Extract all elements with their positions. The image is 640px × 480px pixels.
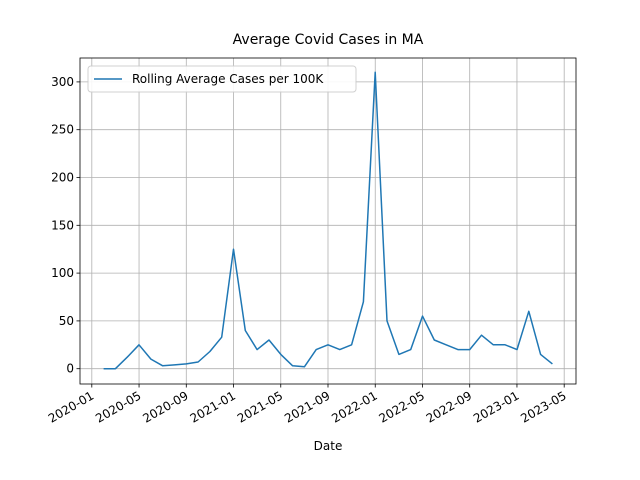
y-tick-label: 0 xyxy=(66,362,74,376)
legend-label: Rolling Average Cases per 100K xyxy=(132,72,324,86)
y-tick-label: 250 xyxy=(51,123,74,137)
chart-title: Average Covid Cases in MA xyxy=(233,32,424,48)
y-tick-label: 150 xyxy=(51,218,74,232)
x-tick-label: 2022-05 xyxy=(377,388,427,425)
x-tick-label: 2022-09 xyxy=(424,388,474,425)
x-tick-label: 2020-05 xyxy=(93,388,143,425)
x-tick-label: 2021-09 xyxy=(282,388,332,425)
y-tick-label: 50 xyxy=(59,314,74,328)
x-tick-label: 2021-05 xyxy=(235,388,285,425)
x-tick-label: 2020-01 xyxy=(46,388,96,425)
x-tick-label: 2021-01 xyxy=(188,388,238,425)
x-tick-label: 2023-01 xyxy=(471,388,521,425)
data-line xyxy=(103,71,553,370)
y-tick-label: 100 xyxy=(51,266,74,280)
plot-frame xyxy=(79,57,577,385)
x-tick-label: 2023-05 xyxy=(518,388,568,425)
y-tick-label: 200 xyxy=(51,171,74,185)
x-axis-label: Date xyxy=(314,439,343,453)
x-tick-label: 2020-09 xyxy=(140,388,190,425)
x-tick-label: 2022-01 xyxy=(329,388,379,425)
legend-box xyxy=(87,65,357,93)
y-tick-label: 300 xyxy=(51,75,74,89)
